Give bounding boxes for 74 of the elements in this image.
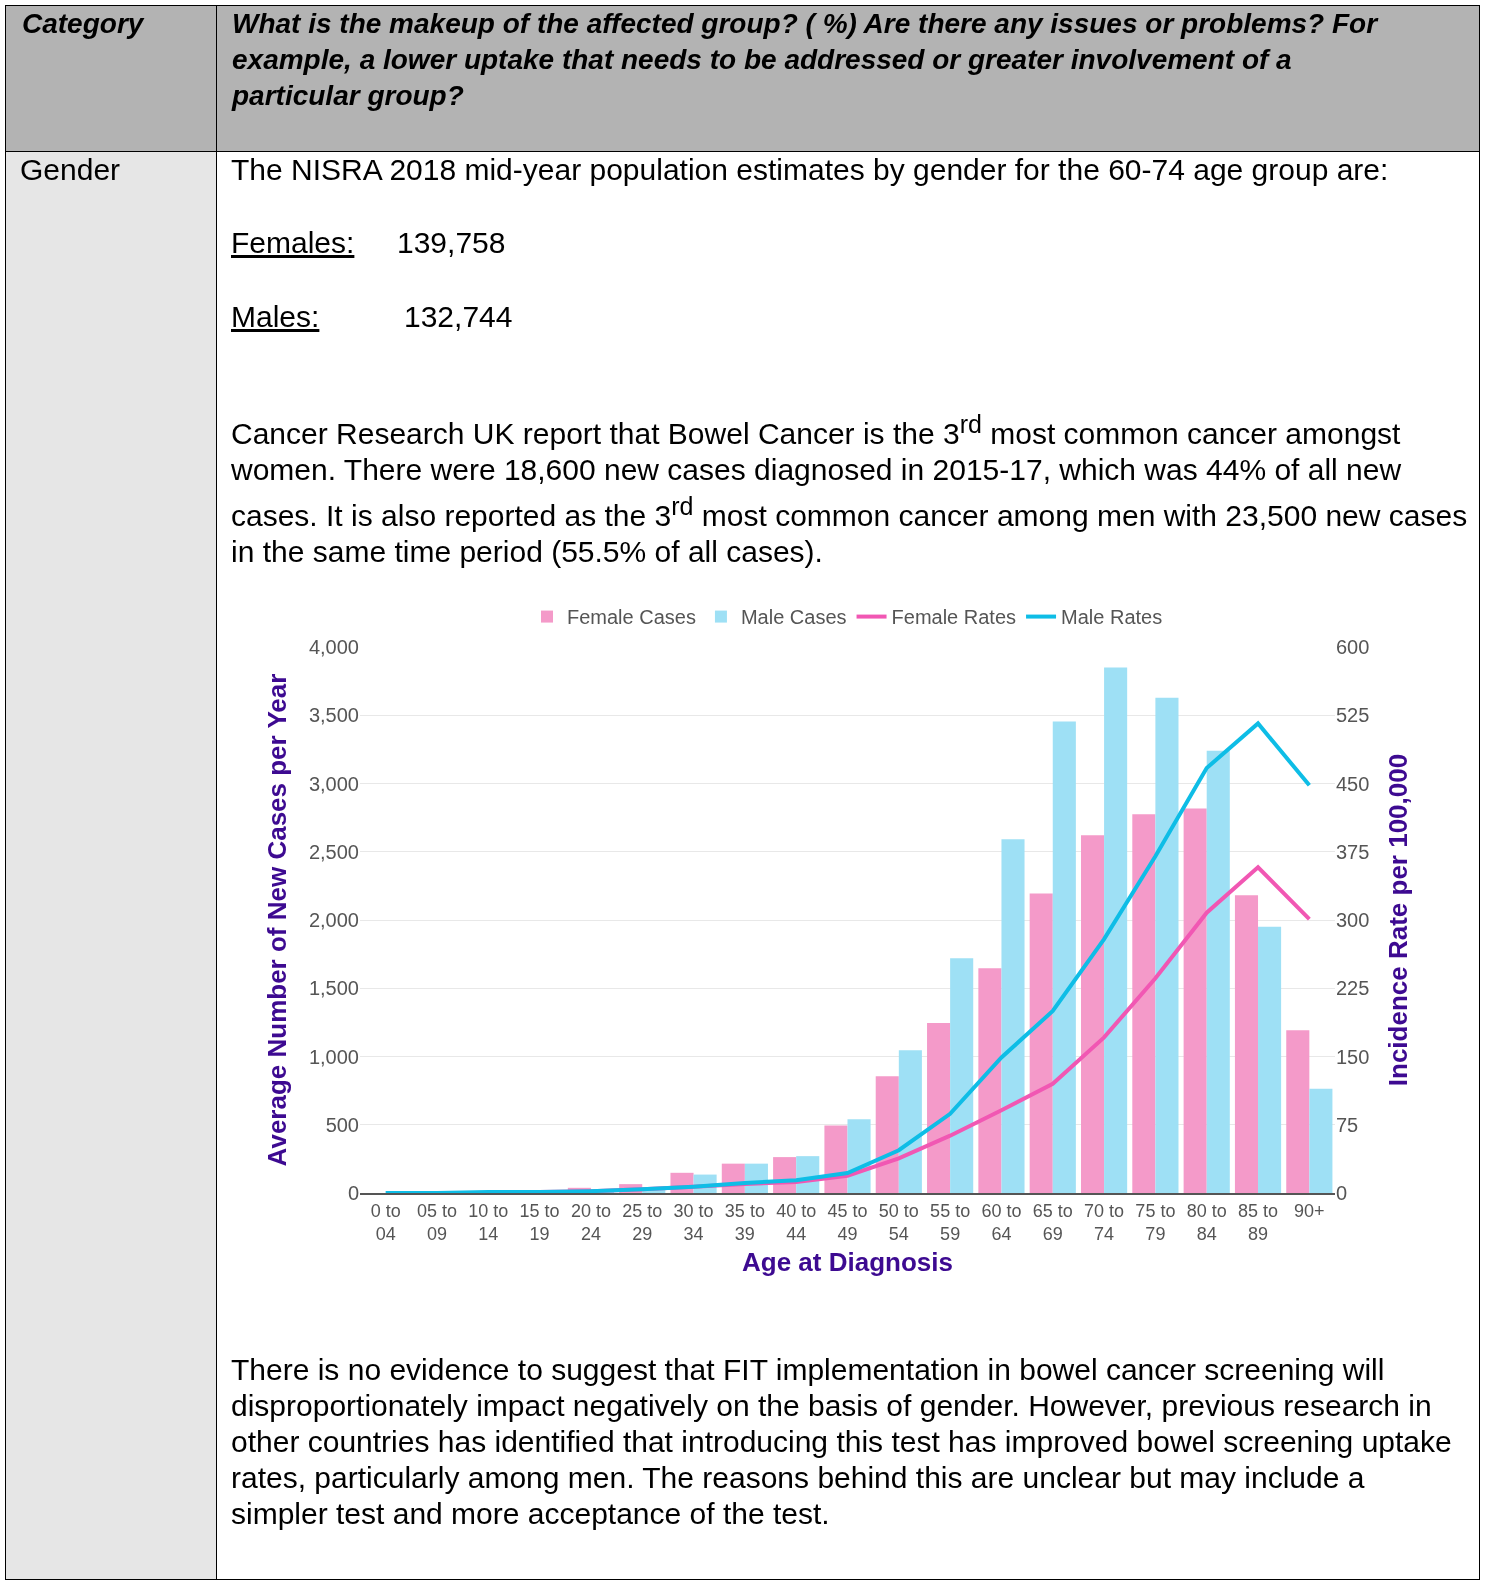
x-tick-label: 20 to 24 (570, 1200, 611, 1244)
bar (1234, 895, 1259, 1193)
text: What is the makeup of the affected group? ( %) Are there any issues or problems? For example, a lower uptake that needs to be addressed or greater involvement of a particular group? (232, 7, 1380, 113)
bar (1104, 667, 1128, 1193)
x-tick-label: 40 to 44 (776, 1200, 817, 1244)
bar (950, 958, 974, 1193)
bar (1286, 1030, 1310, 1193)
x-tick-label: 80 to 84 (1186, 1200, 1227, 1244)
x-axis-title: Age at Diagnosis (742, 1247, 953, 1278)
y-tick-label: 2,500 (308, 840, 359, 863)
y2-tick-label: 375 (1336, 840, 1370, 863)
y-tick-label: 1,000 (308, 1045, 359, 1068)
legend-label: Female Rates (891, 606, 1017, 629)
y-tick-label: 0 (347, 1182, 359, 1204)
bar (1155, 697, 1179, 1193)
y-axis-title: Average Number of New Cases per Year (262, 673, 293, 1167)
text: Gender (20, 152, 122, 188)
x-tick-label: 55 to 59 (930, 1200, 971, 1244)
text: There is no evidence to suggest that FIT implementation in bowel cancer screening will disproportionately impact negatively on the basis of gender. However, previous research in other countries has identified that introducing this test has improved bowel screening uptake rates, particularly among men. The reasons behind this are unclear but may include a simpler test and more acceptance of the test. (231, 1352, 1453, 1532)
y2-tick-label: 600 (1336, 636, 1370, 658)
x-tick-label: 45 to 49 (827, 1200, 868, 1244)
text: Cancer Research UK report that Bowel Cancer is the 3$^{rd}$ most common cancer amongst women. There were 18,600 new cases diagnosed in 2015-17, which was 44% of all new cases. It is also reported as the 3$^{rd}$ most common cancer among men with 23,500 new cases in the same time period (55.5% of all cases). (231, 409, 1469, 570)
bar (1183, 808, 1207, 1193)
line-series (383, 721, 1312, 1193)
bar (978, 968, 1002, 1193)
y-tick-label: 3,500 (308, 704, 359, 727)
x-tick-label: 10 to 14 (468, 1200, 509, 1244)
bar (1001, 839, 1025, 1193)
text: Category (22, 7, 146, 41)
y2-tick-label: 300 (1336, 909, 1370, 931)
x-tick-label: 35 to 39 (724, 1200, 765, 1244)
x-tick-label: 65 to 69 (1032, 1200, 1073, 1244)
x-tick-label: 25 to 29 (622, 1200, 663, 1244)
x-tick-label: 15 to 19 (519, 1200, 560, 1244)
bar (1052, 721, 1076, 1193)
x-tick-label: 50 to 54 (878, 1200, 919, 1244)
x-tick-label: 30 to 34 (673, 1200, 714, 1244)
text: 139,758 (397, 225, 507, 261)
bar (898, 1050, 922, 1193)
y2-tick-label: 0 (1336, 1182, 1348, 1204)
bar (875, 1076, 899, 1193)
bar (824, 1125, 848, 1193)
y-tick-label: 500 (325, 1113, 359, 1136)
y2-tick-label: 450 (1336, 772, 1370, 795)
y2-tick-label: 150 (1336, 1045, 1370, 1068)
bar (1029, 893, 1053, 1193)
bar (1309, 1088, 1333, 1193)
x-tick-label: 75 to 79 (1135, 1200, 1176, 1244)
legend-label: Female Cases (567, 606, 696, 629)
y-tick-label: 3,000 (308, 772, 359, 795)
legend-label: Male Cases (740, 606, 847, 629)
bar (1132, 814, 1156, 1193)
text: Females: (231, 225, 355, 261)
x-tick-label: 85 to 89 (1238, 1200, 1279, 1244)
y-tick-label: 2,000 (308, 909, 359, 931)
x-tick-label: 70 to 74 (1084, 1200, 1125, 1244)
bar (1080, 835, 1105, 1193)
x-tick-label: 05 to 09 (416, 1200, 457, 1244)
x-tick-label: 60 to 64 (981, 1200, 1022, 1244)
bar (927, 1023, 951, 1193)
y2-axis-title: Incidence Rate per 100,000 (1383, 753, 1414, 1087)
text: The NISRA 2018 mid-year population estimates by gender for the 60-74 age group are: (231, 152, 1390, 188)
y2-tick-label: 525 (1336, 704, 1370, 727)
y-tick-label: 4,000 (308, 636, 359, 658)
x-tick-label: 0 to 04 (370, 1200, 401, 1244)
legend-label: Male Rates (1061, 606, 1163, 629)
bar (1258, 926, 1282, 1193)
x-tick-label: 90+ (1294, 1200, 1325, 1221)
y2-tick-label: 75 (1336, 1113, 1359, 1136)
text: 132,744 (404, 299, 514, 335)
bar (1206, 750, 1230, 1193)
text: Males: (231, 299, 320, 335)
y-tick-label: 1,500 (308, 977, 359, 1000)
y2-tick-label: 225 (1336, 977, 1370, 1000)
